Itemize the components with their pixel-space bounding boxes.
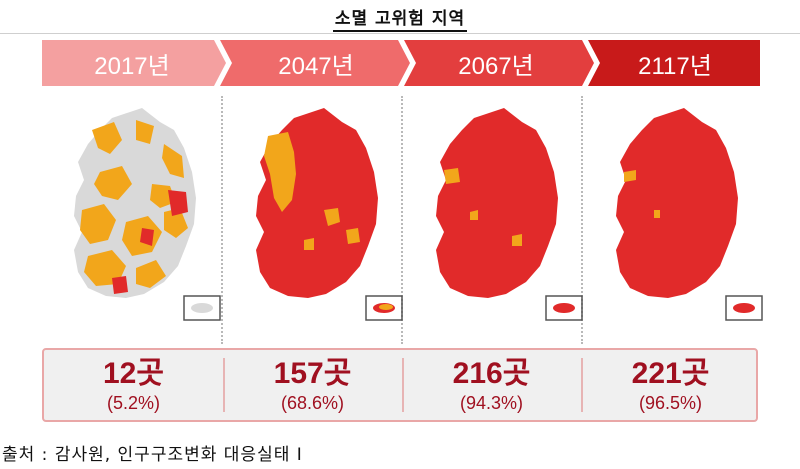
- korea-map-2067: [436, 108, 583, 321]
- moderate-risk-areas: [264, 132, 360, 250]
- stat-2117: 221곳 (96.5%): [581, 350, 760, 420]
- jeju-inset-box: [545, 295, 583, 321]
- jeju-island: [733, 303, 755, 313]
- high-risk-areas: [112, 190, 188, 294]
- panel-divider: [581, 96, 583, 344]
- korea-map-2047: [256, 108, 403, 321]
- mainland: [436, 108, 558, 298]
- percent-value: (5.2%): [106, 393, 160, 413]
- stat-2047: 157곳 (68.6%): [223, 350, 402, 420]
- year-banner-segment-2117: [588, 40, 760, 86]
- moderate-risk-areas: [80, 120, 188, 288]
- stat-2067: 216곳 (94.3%): [402, 350, 581, 420]
- maps-row: [42, 100, 763, 332]
- year-banner-segment-2067: [404, 40, 594, 86]
- count-value: 221곳: [631, 357, 710, 390]
- percent-value: (68.6%): [280, 393, 345, 413]
- moderate-risk-areas: [624, 170, 660, 218]
- stat-separator: [402, 358, 404, 412]
- year-label-2017: 2017년: [94, 52, 170, 80]
- percent-value: (96.5%): [638, 393, 703, 413]
- jeju-island: [191, 303, 213, 313]
- count-value: 157곳: [273, 357, 352, 390]
- stats-box: 12곳 (5.2%) 157곳 (68.6%) 216곳 (94.3%) 221…: [42, 348, 758, 422]
- stat-separator: [223, 358, 225, 412]
- korea-map-2017: [74, 108, 221, 321]
- jeju-island: [553, 303, 575, 313]
- moderate-risk-areas: [444, 168, 522, 246]
- percent-value: (94.3%): [459, 393, 524, 413]
- panel-divider: [221, 96, 223, 344]
- page-title: 소멸 고위험 지역: [0, 4, 800, 32]
- jeju-inset-box: [365, 295, 403, 321]
- panel-divider: [401, 96, 403, 344]
- stat-separator: [581, 358, 583, 412]
- year-label-2067: 2067년: [458, 52, 534, 80]
- korea-map-2117: [616, 108, 763, 321]
- year-banner-segment-2047: [220, 40, 410, 86]
- count-value: 12곳: [103, 357, 164, 390]
- jeju-inset-box: [183, 295, 221, 321]
- year-banner: [42, 40, 760, 86]
- count-value: 216곳: [452, 357, 531, 390]
- year-banner-segment-2017: [42, 40, 226, 86]
- title-rule: [0, 33, 800, 34]
- mainland: [616, 108, 738, 298]
- year-label-2047: 2047년: [278, 52, 354, 80]
- year-label-2117: 2117년: [638, 52, 712, 80]
- jeju-inset-box: [725, 295, 763, 321]
- stat-2017: 12곳 (5.2%): [44, 350, 223, 420]
- source-caption: 출처 : 감사원, 인구구조변화 대응실태 Ⅰ: [2, 445, 303, 465]
